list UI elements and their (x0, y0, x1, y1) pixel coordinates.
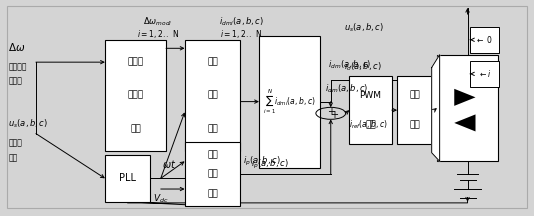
Text: $i_{dm}(a,b,c)$: $i_{dm}(a,b,c)$ (325, 83, 369, 95)
Text: 速偏差: 速偏差 (9, 77, 22, 86)
Text: 接入点: 接入点 (9, 139, 22, 148)
Bar (349, 76, 392, 144)
Text: 提取: 提取 (130, 124, 141, 133)
Bar (185, 40, 240, 151)
Bar (470, 27, 499, 52)
Text: $V_{dc}$: $V_{dc}$ (153, 192, 169, 205)
Bar (397, 76, 431, 144)
Bar (185, 142, 240, 206)
Text: 电压: 电压 (207, 170, 218, 179)
Text: PWM: PWM (359, 91, 382, 100)
Text: +: + (330, 110, 338, 121)
Text: $\sum_{i=1}^{N}i_{dmi}(a,b,c)$: $\sum_{i=1}^{N}i_{dmi}(a,b,c)$ (263, 87, 316, 116)
Text: +: + (327, 107, 335, 117)
Bar (259, 35, 320, 168)
Bar (470, 61, 499, 87)
Text: 电流: 电流 (207, 91, 218, 100)
Text: $\Delta\omega_{modi}$: $\Delta\omega_{modi}$ (144, 15, 173, 28)
Text: 信号: 信号 (409, 121, 420, 129)
Polygon shape (431, 55, 439, 161)
Bar (105, 155, 150, 202)
Text: $u_s(a,b,c)$: $u_s(a,b,c)$ (344, 22, 384, 34)
Text: $i=1,2..$ N: $i=1,2..$ N (137, 29, 179, 40)
Text: $i_{dm}(a,b,c)$: $i_{dm}(a,b,c)$ (328, 58, 372, 71)
Text: 阻尼: 阻尼 (207, 57, 218, 66)
Bar (105, 40, 166, 151)
Text: 控制: 控制 (207, 124, 218, 133)
Polygon shape (454, 114, 475, 132)
Text: $\leftarrow$ 0: $\leftarrow$ 0 (475, 34, 493, 45)
Text: $u_s(a,b,c)$: $u_s(a,b,c)$ (9, 118, 49, 130)
Text: 制信号: 制信号 (128, 91, 144, 100)
Text: $i_{dmi}(a,b,c)$: $i_{dmi}(a,b,c)$ (219, 15, 264, 28)
Text: $i_{ref}(a,b,c)$: $i_{ref}(a,b,c)$ (349, 119, 387, 131)
Text: 控制: 控制 (207, 189, 218, 198)
Text: 驱动: 驱动 (409, 91, 420, 100)
Text: 电压: 电压 (9, 154, 18, 163)
Text: PLL: PLL (119, 173, 136, 183)
Text: $\leftarrow i$: $\leftarrow i$ (478, 68, 491, 79)
Text: $\omega t$: $\omega t$ (162, 158, 176, 170)
Bar (437, 55, 498, 161)
Text: 模态控: 模态控 (128, 57, 144, 66)
Text: $i_p(a,b,c)$: $i_p(a,b,c)$ (251, 158, 289, 171)
Text: 发电机转: 发电机转 (9, 62, 27, 71)
Polygon shape (454, 89, 475, 106)
Text: 控制: 控制 (365, 121, 376, 129)
Text: $i_p(a,b,c)$: $i_p(a,b,c)$ (243, 155, 281, 168)
Text: $\Delta\omega$: $\Delta\omega$ (9, 41, 26, 53)
Text: $i=1,2..$ N: $i=1,2..$ N (221, 29, 263, 40)
Text: $i_o(a,b,c)$: $i_o(a,b,c)$ (343, 60, 381, 73)
Text: 直流: 直流 (207, 150, 218, 159)
